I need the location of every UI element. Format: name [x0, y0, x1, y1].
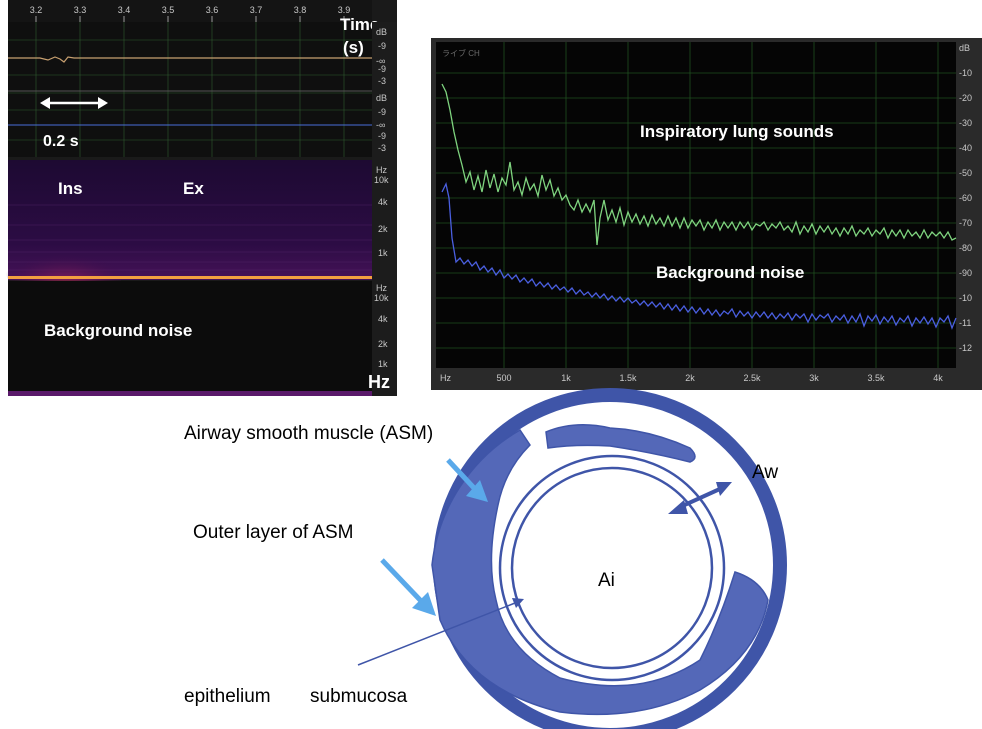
- inspiratory-label: Inspiratory lung sounds: [640, 122, 834, 141]
- aw-label: Aw: [752, 462, 778, 483]
- time-ruler: [8, 0, 372, 22]
- aw-arrow: [668, 482, 732, 514]
- db-tick: -3: [378, 143, 386, 153]
- waveform-grid: [8, 22, 372, 157]
- db-tick: -∞: [376, 120, 385, 130]
- time-tick: 3.2: [30, 5, 43, 15]
- epithelium-label: epithelium: [184, 686, 271, 707]
- db-tick: dB: [376, 93, 387, 103]
- inspiratory-spectrum-line: [441, 83, 957, 246]
- y-tick: -11: [959, 318, 971, 328]
- y-tick: -10: [959, 293, 972, 303]
- y-tick: -20: [959, 93, 972, 103]
- airway-diagram: Aw Ai Airway smooth muscle (ASM) Outer l…: [184, 388, 787, 729]
- time-tick: 3.7: [250, 5, 263, 15]
- freq-tick: 1k: [378, 359, 388, 369]
- spectrogram-panel: 3.2 3.3 3.4 3.5 3.6 3.7 3.8 3.9 0.2 s Ti…: [5, 0, 397, 396]
- db-tick: -∞: [376, 56, 385, 66]
- y-tick: -60: [959, 193, 972, 203]
- spectrum-panel: ライブ CH Inspiratory lung sounds Backgroun…: [431, 38, 982, 390]
- epithelium-ring: [510, 466, 714, 670]
- x-tick: 2k: [685, 373, 695, 383]
- spectrum-background-label: Background noise: [656, 263, 804, 282]
- y-tick: -12: [959, 343, 972, 353]
- submucosa-ring: [498, 454, 726, 682]
- db-tick: -9: [378, 107, 386, 117]
- db-tick: -9: [378, 64, 386, 74]
- y-tick: -40: [959, 143, 972, 153]
- spectrum-x-axis: Hz 500 1k 1.5k 2k 2.5k 3k 3.5k 4k: [440, 373, 943, 383]
- y-tick: dB: [959, 43, 970, 53]
- time-tick: 3.4: [118, 5, 131, 15]
- background-noise-label: Background noise: [44, 321, 192, 340]
- time-tick: 3.9: [338, 5, 351, 15]
- y-tick: -50: [959, 168, 972, 178]
- bottom-band: [8, 391, 372, 396]
- y-tick: -10: [959, 68, 972, 78]
- y-tick: -30: [959, 118, 972, 128]
- db-tick: dB: [376, 27, 387, 37]
- scale-bar-arrow: [40, 97, 108, 109]
- x-tick: 1k: [561, 373, 571, 383]
- outer-layer-label: Outer layer of ASM: [193, 522, 354, 543]
- spectrum-y-axis: dB -10 -20 -30 -40 -50 -60 -70 -80 -90 -…: [959, 43, 972, 353]
- waveform-area: [8, 22, 372, 157]
- x-tick: Hz: [440, 373, 451, 383]
- x-tick: 3.5k: [867, 373, 885, 383]
- freq-tick: 4k: [378, 197, 388, 207]
- freq-tick: Hz: [376, 165, 387, 175]
- spectrum-grid: [436, 42, 956, 368]
- scale-bar-label: 0.2 s: [43, 133, 79, 150]
- low-frequency-band: [8, 276, 372, 279]
- y-tick: -80: [959, 243, 972, 253]
- ai-label: Ai: [598, 570, 615, 591]
- freq-tick: 10k: [374, 293, 389, 303]
- freq-tick: 1k: [378, 248, 388, 258]
- ins-label: Ins: [58, 179, 83, 198]
- time-tick: 3.3: [74, 5, 87, 15]
- time-tick: 3.6: [206, 5, 219, 15]
- spectrum-header: ライブ CH: [442, 48, 480, 58]
- y-tick: -90: [959, 268, 972, 278]
- asm-lower-patch: [431, 428, 769, 716]
- time-axis-unit: (s): [343, 38, 364, 57]
- time-tick: 3.8: [294, 5, 307, 15]
- freq-tick: 2k: [378, 339, 388, 349]
- side-ruler: [372, 22, 397, 396]
- x-tick: 4k: [933, 373, 943, 383]
- x-tick: 500: [496, 373, 511, 383]
- background-noise-area: [8, 281, 372, 396]
- freq-tick: 4k: [378, 314, 388, 324]
- time-tick: 3.5: [162, 5, 175, 15]
- asm-pointer-arrow: [446, 458, 488, 502]
- y-tick: -70: [959, 218, 972, 228]
- background-spectrum-line: [441, 182, 957, 330]
- x-tick: 1.5k: [619, 373, 637, 383]
- db-tick: -3: [378, 76, 386, 86]
- freq-axis-label: Hz: [368, 372, 390, 392]
- asm-label: Airway smooth muscle (ASM): [184, 423, 433, 444]
- x-tick: 3k: [809, 373, 819, 383]
- submucosa-label: submucosa: [310, 686, 408, 707]
- x-tick: 2.5k: [743, 373, 761, 383]
- freq-tick: 2k: [378, 224, 388, 234]
- asm-upper-patch: [545, 424, 696, 463]
- epithelium-pointer: [357, 598, 524, 666]
- ex-label: Ex: [183, 179, 204, 198]
- waveform-track-1: [8, 56, 372, 63]
- db-tick: -9: [378, 41, 386, 51]
- time-axis-label: Time: [340, 15, 379, 34]
- db-tick: -9: [378, 131, 386, 141]
- outer-layer-pointer-arrow: [380, 558, 436, 616]
- time-ruler-ticks: [35, 16, 345, 22]
- freq-tick: 10k: [374, 175, 389, 185]
- freq-tick: Hz: [376, 283, 387, 293]
